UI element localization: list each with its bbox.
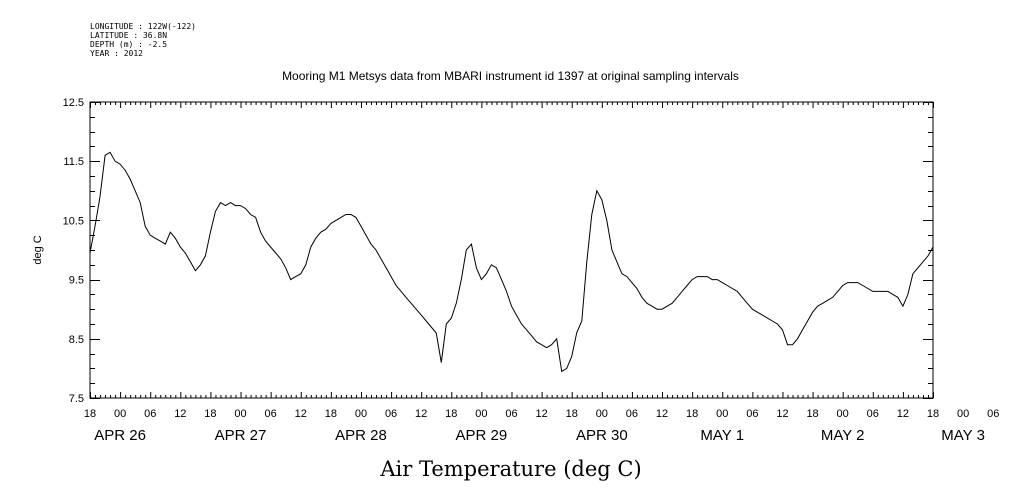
x-tick-label: 06 — [626, 408, 638, 420]
x-tick-label: 12 — [174, 408, 186, 420]
x-tick-label: 00 — [716, 408, 728, 420]
x-tick-label: 18 — [686, 408, 698, 420]
x-tick-label: 12 — [656, 408, 668, 420]
x-tick-label: 18 — [566, 408, 578, 420]
x-tick-label: 18 — [84, 408, 96, 420]
plot-frame — [89, 101, 934, 399]
y-tick-label: 8.5 — [69, 334, 84, 346]
date-label: APR 27 — [215, 427, 267, 444]
date-label: APR 29 — [456, 427, 508, 444]
x-tick-label: 12 — [415, 408, 427, 420]
date-label: MAY 2 — [821, 427, 865, 444]
y-tick-label: 9.5 — [69, 275, 84, 287]
x-tick-label: 12 — [295, 408, 307, 420]
y-axis-label: deg C — [32, 235, 44, 264]
x-tick-label: 06 — [746, 408, 758, 420]
longitude-text: LONGITUDE : 122W(-122) — [90, 22, 196, 31]
x-tick-label: 00 — [957, 408, 969, 420]
x-tick-label: 12 — [776, 408, 788, 420]
x-tick-label: 12 — [897, 408, 909, 420]
x-tick-labels: 18 00 06 12 18 00 06 12 18 00 06 12 18 00 06 12 18 00 06 12… — [84, 408, 999, 420]
x-tick-label: 06 — [385, 408, 397, 420]
y-tick-labels: 7.5 8.5 9.5 10.5 11.5 12.5 — [63, 97, 84, 405]
date-label: APR 30 — [576, 427, 628, 444]
x-tick-label: 06 — [987, 408, 999, 420]
y-tick-label: 12.5 — [63, 97, 84, 109]
x-tick-label: 00 — [114, 408, 126, 420]
x-tick-label: 18 — [445, 408, 457, 420]
depth-text: DEPTH (m) : -2.5 — [90, 40, 168, 49]
air-temperature-series-line — [89, 151, 934, 373]
axis-ticks — [90, 102, 934, 399]
date-label: MAY 1 — [700, 427, 744, 444]
date-labels: APR 26 APR 27 APR 28 APR 29 APR 30 MAY 1 MAY 2… — [94, 427, 985, 444]
latitude-text: LATITUDE : 36.8N — [90, 31, 168, 40]
x-tick-label: 00 — [475, 408, 487, 420]
y-tick-label: 7.5 — [69, 393, 84, 405]
x-tick-label: 18 — [325, 408, 337, 420]
x-tick-label: 06 — [265, 408, 277, 420]
chart-title: Mooring M1 Metsys data from MBARI instru… — [282, 69, 739, 83]
date-label: MAY 3 — [941, 427, 985, 444]
date-label: APR 28 — [335, 427, 387, 444]
y-tick-label: 11.5 — [63, 156, 84, 168]
x-tick-label: 12 — [535, 408, 547, 420]
y-tick-label: 10.5 — [63, 215, 84, 227]
x-tick-label: 00 — [837, 408, 849, 420]
x-tick-label: 06 — [144, 408, 156, 420]
x-tick-label: 18 — [204, 408, 216, 420]
x-tick-label: 18 — [927, 408, 939, 420]
x-tick-label: 18 — [806, 408, 818, 420]
x-tick-label: 00 — [355, 408, 367, 420]
x-axis-label: Air Temperature (deg C) — [379, 457, 641, 481]
chart-title-wrap: Mooring M1 Metsys data from MBARI instru… — [0, 69, 1009, 83]
year-text: YEAR : 2012 — [90, 49, 143, 58]
x-tick-label: 06 — [867, 408, 879, 420]
x-tick-label: 06 — [505, 408, 517, 420]
metadata-header: LONGITUDE : 122W(-122) LATITUDE : 36.8N … — [90, 22, 196, 58]
x-tick-label: 00 — [596, 408, 608, 420]
x-tick-label: 00 — [234, 408, 246, 420]
date-label: APR 26 — [94, 427, 146, 444]
